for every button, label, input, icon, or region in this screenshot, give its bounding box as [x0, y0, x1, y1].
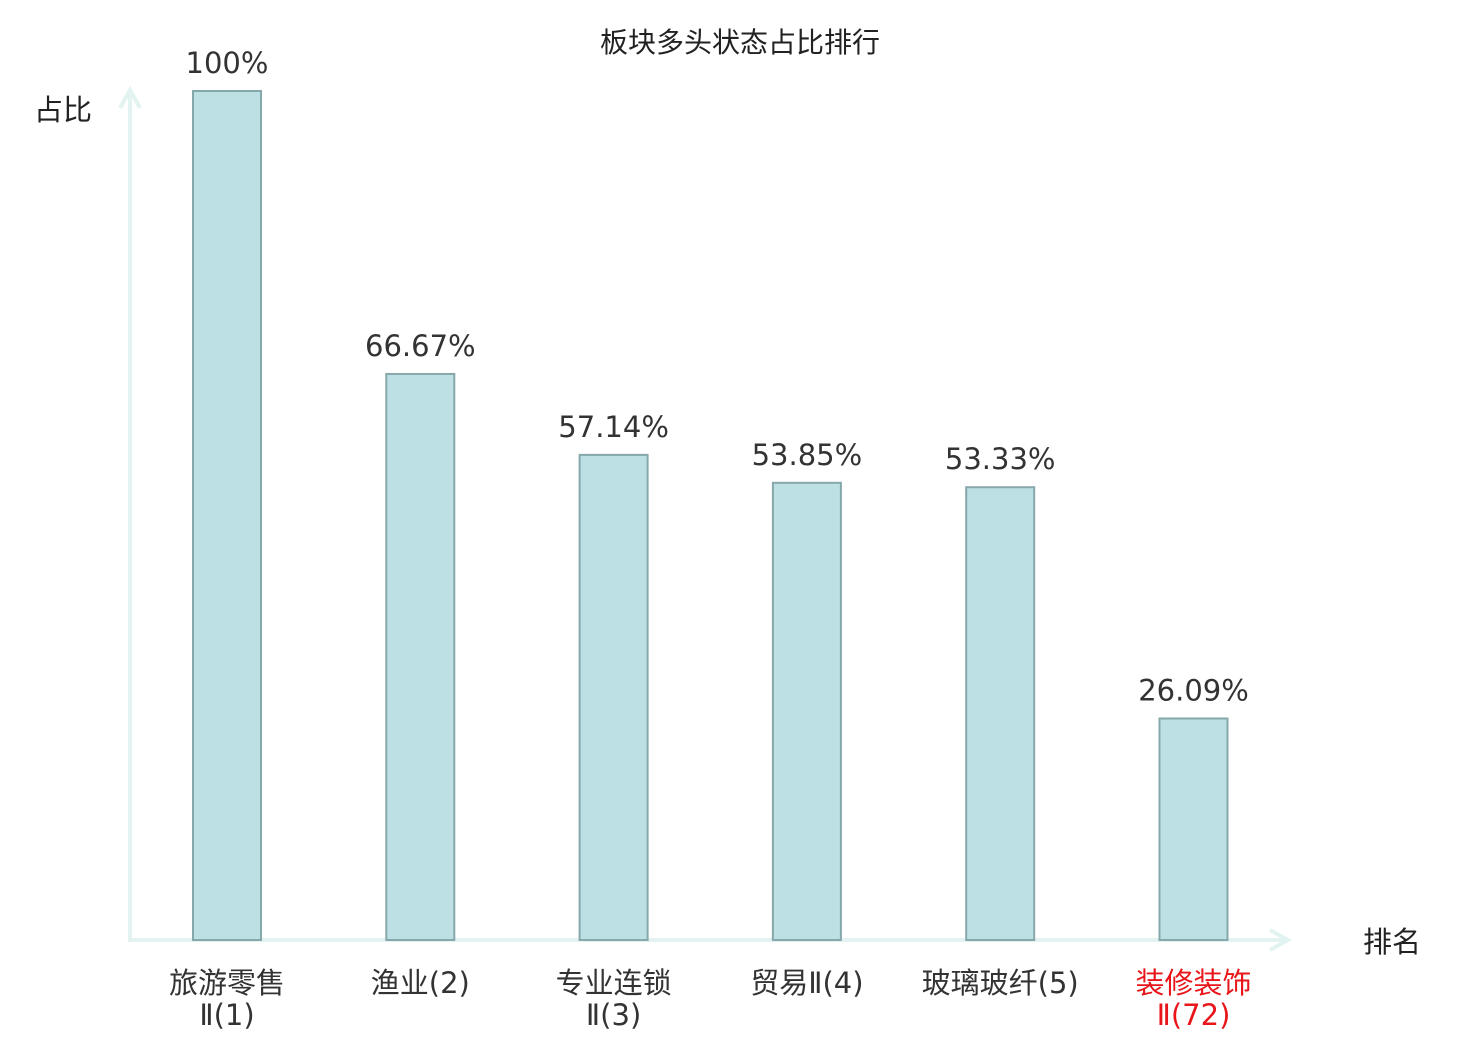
- x-tick-label: 专业连锁: [556, 966, 672, 1000]
- bar: [771, 481, 842, 941]
- x-tick-label: 贸易Ⅱ(4): [750, 966, 863, 1000]
- x-tick-label: 旅游零售: [169, 966, 285, 1000]
- bar-value-label: 100%: [186, 46, 269, 80]
- x-tick-label: 装修装饰: [1135, 966, 1251, 1000]
- chart-title: 板块多头状态占比排行: [600, 26, 880, 59]
- x-tick-sublabel: Ⅱ(3): [586, 998, 641, 1032]
- bar: [578, 453, 649, 941]
- x-tick-sublabel: Ⅱ(1): [199, 998, 254, 1032]
- bar-value-label: 53.85%: [752, 438, 863, 472]
- x-tick-sublabel: Ⅱ(72): [1157, 998, 1231, 1032]
- y-axis-label: 占比: [34, 93, 92, 127]
- x-axis-arrow: [1269, 928, 1293, 952]
- bar-value-label: 53.33%: [945, 442, 1056, 476]
- x-axis-label: 排名: [1363, 925, 1421, 959]
- bar: [965, 486, 1036, 941]
- bar: [385, 372, 456, 942]
- bar: [1158, 717, 1229, 942]
- x-tick-label: 渔业(2): [371, 966, 470, 1000]
- bar: [192, 90, 262, 941]
- x-tick-label: 玻璃玻纤(5): [922, 966, 1079, 1000]
- bar-value-label: 57.14%: [558, 410, 669, 444]
- bar-value-label: 26.09%: [1138, 673, 1249, 707]
- y-axis-arrow: [118, 85, 142, 109]
- bar-value-label: 66.67%: [365, 329, 476, 363]
